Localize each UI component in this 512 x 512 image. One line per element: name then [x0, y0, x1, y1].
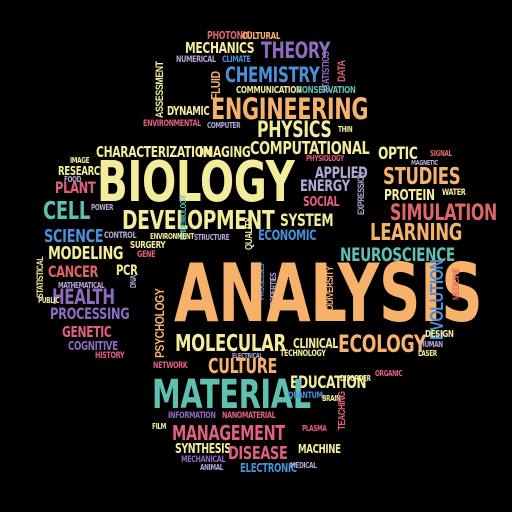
- word-cognitive: COGNITIVE: [68, 339, 118, 353]
- word-food: FOOD: [64, 175, 82, 184]
- word-plant: PLANT: [55, 178, 96, 197]
- word-protein: PROTEIN: [384, 186, 435, 204]
- word-image: IMAGE: [70, 156, 90, 165]
- word-public: PUBLIC: [38, 296, 60, 305]
- word-disorder: DISORDER: [340, 374, 371, 383]
- word-physics: PHYSICS: [257, 118, 332, 143]
- word-synthesis: SYNTHESIS: [175, 442, 231, 457]
- word-applied: APPLIED: [315, 163, 368, 182]
- word-technology: TECHNOLOGY: [280, 349, 326, 359]
- word-cultural: CULTURAL: [242, 31, 281, 42]
- word-power: POWER: [91, 203, 114, 212]
- word-culture: CULTURE: [208, 354, 277, 378]
- word-development: DEVELOPMENT: [122, 206, 275, 236]
- word-processing: PROCESSING: [50, 304, 130, 323]
- word-optic: OPTIC: [378, 144, 418, 164]
- word-dynamic: DYNAMIC: [167, 104, 210, 118]
- word-numerical: NUMERICAL: [176, 55, 216, 65]
- word-quantum: QUANTUM: [288, 391, 323, 401]
- word-statistical: STATISTICAL: [35, 256, 45, 298]
- word-history: HISTORY: [95, 351, 125, 361]
- word-learning: LEARNING: [370, 220, 463, 246]
- word-control: CONTROL: [104, 231, 137, 241]
- word-imaging: IMAGING: [199, 143, 251, 161]
- word-environment: ENVIRONMENT: [150, 232, 194, 241]
- word-simulation: SIMULATION: [390, 201, 497, 226]
- word-expression: EXPRESSION: [356, 172, 366, 215]
- word-science: SCIENCE: [44, 226, 104, 247]
- word-teaching: TEACHING: [337, 391, 348, 430]
- word-management: MANAGEMENT: [172, 421, 285, 445]
- word-characterization: CHARACTERIZATION: [96, 143, 213, 161]
- word-evolution: EVOLUTION: [427, 259, 447, 340]
- word-psychology: PSYCHOLOGY: [152, 288, 167, 358]
- word-health: HEALTH: [52, 285, 115, 309]
- word-biology: BIOLOGY: [97, 150, 295, 215]
- word-economic: ECONOMIC: [258, 228, 317, 244]
- word-human: HUMAN: [420, 340, 443, 349]
- word-pcr: PCR: [116, 263, 138, 279]
- word-animal: ANIMAL: [200, 463, 224, 472]
- word-mathematical: MATHEMATICAL: [58, 281, 105, 290]
- word-dna: DNA: [129, 275, 138, 288]
- word-gene: GENE: [137, 250, 156, 260]
- word-water: WATER: [442, 188, 466, 198]
- word-network: NETWORK: [153, 361, 188, 371]
- word-medicine: MEDICINE: [451, 267, 461, 300]
- word-information: INFORMATION: [168, 411, 216, 421]
- word-analysis: ANALYSIS: [174, 247, 483, 340]
- word-ecology: ECOLOGY: [338, 330, 427, 358]
- word-social: SOCIAL: [303, 195, 340, 210]
- word-clinical: CLINICAL: [293, 337, 338, 352]
- word-chemistry: CHEMISTRY: [225, 63, 320, 87]
- word-computational: COMPUTATIONAL: [250, 138, 370, 159]
- word-machine: MACHINE: [298, 442, 341, 456]
- word-mechanics: MECHANICS: [185, 39, 255, 57]
- word-photonic: PHOTONIC: [207, 29, 251, 42]
- word-data: DATA: [336, 60, 348, 82]
- word-environmental: ENVIRONMENTAL: [143, 119, 201, 129]
- word-electrical: ELECTRICAL: [232, 352, 263, 360]
- word-assessment: ASSESSMENT: [154, 61, 166, 118]
- word-signal: SIGNAL: [430, 149, 452, 158]
- word-disease: DISEASE: [228, 443, 288, 464]
- word-cancer: CANCER: [48, 262, 99, 281]
- word-quality: QUALITY: [244, 217, 255, 250]
- word-structure: STRUCTURE: [194, 233, 230, 242]
- word-medical: MEDICAL: [290, 461, 317, 470]
- word-studies: STUDIES: [383, 164, 461, 190]
- word-mechanical: MECHANICAL: [181, 455, 226, 465]
- word-biodiversity: BIODIVERSITY: [325, 266, 336, 318]
- word-brain: BRAIN: [322, 394, 341, 403]
- word-climate: CLIMATE: [222, 55, 251, 65]
- word-system: SYSTEM: [280, 211, 334, 231]
- word-material: MATERIAL: [152, 372, 311, 418]
- word-energy: ENERGY: [300, 176, 350, 195]
- word-nanomaterial: NANOMATERIAL: [222, 411, 276, 421]
- word-modeling: MODELING: [48, 243, 124, 264]
- word-engineering: ENGINEERING: [211, 92, 369, 126]
- word-theory: THEORY: [261, 39, 330, 64]
- word-computer: COMPUTER: [207, 121, 241, 130]
- word-genetic: GENETIC: [62, 323, 112, 341]
- word-molecular: MOLECULAR: [175, 331, 286, 357]
- word-communication: COMMUNICATION: [236, 85, 302, 96]
- word-physiology: PHYSIOLOGY: [306, 154, 344, 163]
- word-film: FILM: [152, 422, 167, 431]
- word-magnetic: MAGNETIC: [411, 159, 438, 167]
- word-electronic: ELECTRONIC: [240, 461, 297, 475]
- word-design: DESIGN: [425, 329, 454, 340]
- word-thin: THIN: [338, 125, 353, 134]
- word-plasma: PLASMA: [302, 424, 327, 433]
- word-education: EDUCATION: [290, 373, 367, 393]
- word-organic: ORGANIC: [375, 369, 403, 378]
- word-laser: LASER: [418, 349, 437, 358]
- word-neuroscience: NEUROSCIENCE: [340, 244, 455, 266]
- word-conservation: CONSERVATION: [297, 85, 356, 96]
- word-research: RESEARCH: [58, 164, 107, 178]
- word-cell: CELL: [43, 196, 91, 225]
- word-surgery: SURGERY: [130, 240, 166, 251]
